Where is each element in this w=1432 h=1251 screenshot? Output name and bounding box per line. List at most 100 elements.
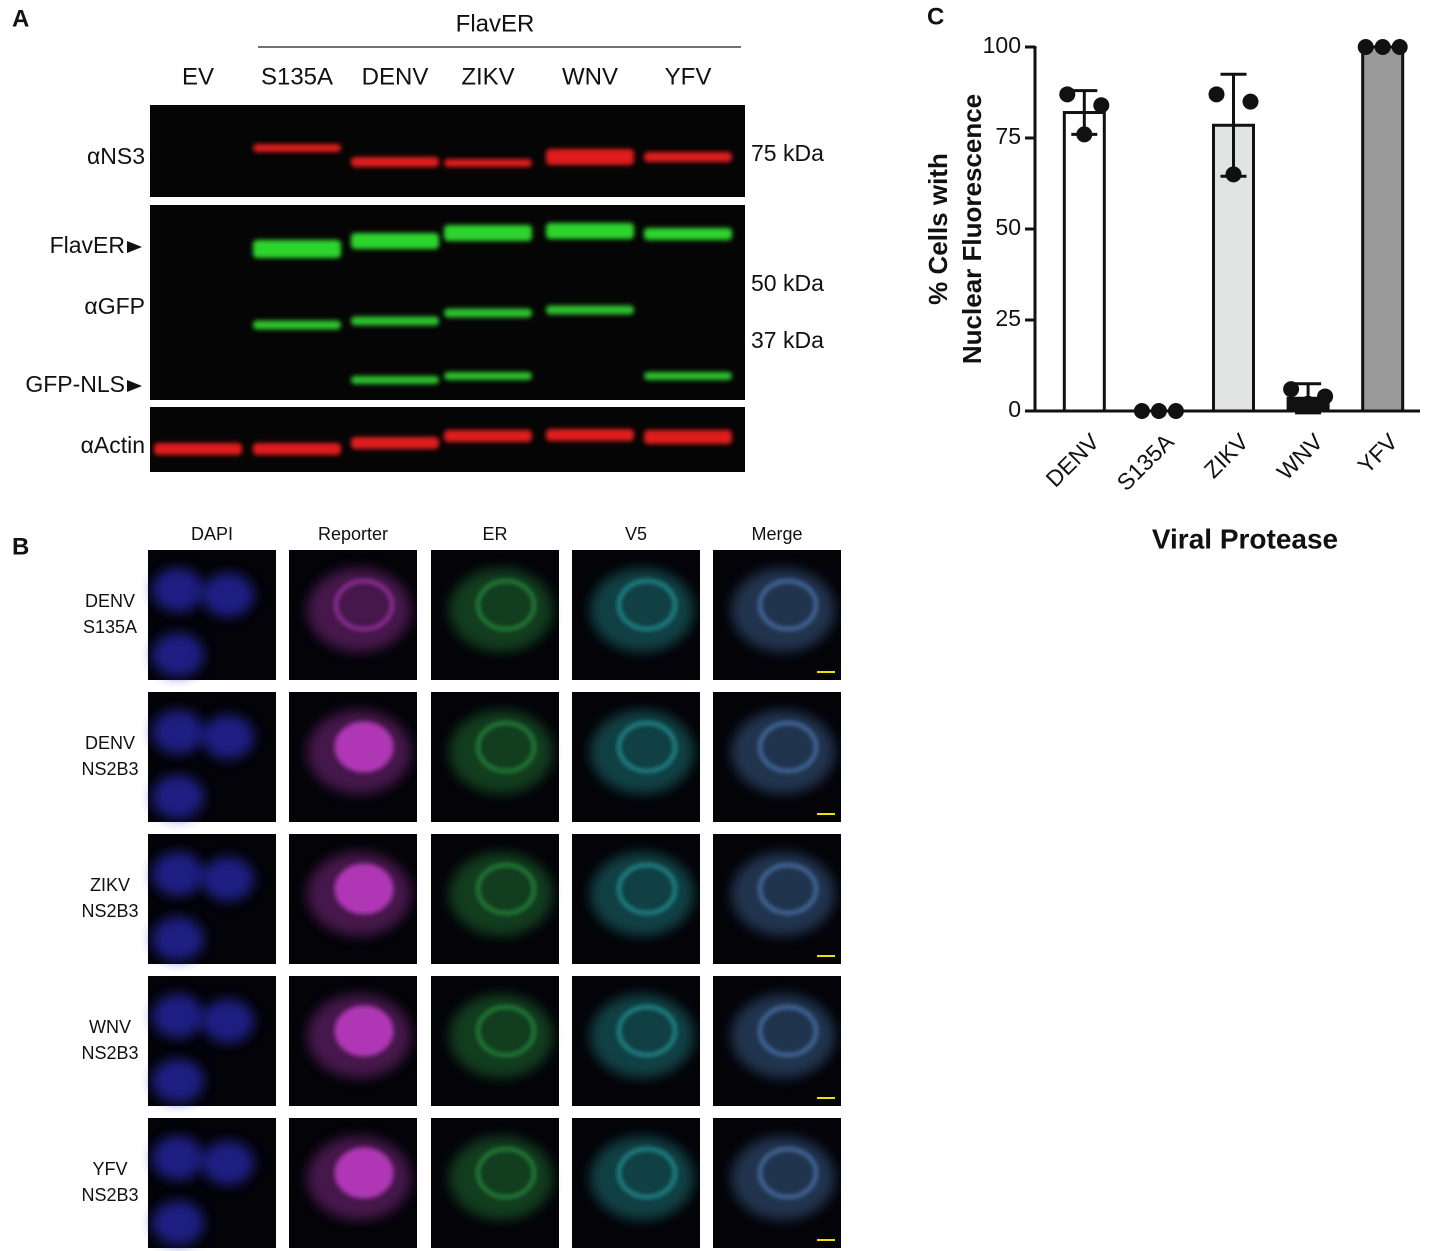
data-point — [1317, 388, 1334, 405]
data-point — [1391, 39, 1408, 55]
blot-panel — [150, 105, 745, 197]
data-point — [1093, 97, 1110, 114]
row-label: NS2B3 — [81, 759, 138, 779]
row-label: DENV — [85, 733, 135, 753]
row-label: DENV — [85, 591, 135, 611]
blot-band — [444, 372, 532, 380]
y-axis-title: Nuclear Fluorescence — [957, 94, 987, 364]
data-point — [1283, 381, 1300, 398]
y-tick-label: 0 — [1008, 396, 1021, 422]
row-label: αGFP — [84, 293, 145, 319]
nucleus — [202, 857, 254, 901]
arrowhead — [127, 241, 142, 253]
size-marker: 37 kDa — [751, 327, 824, 353]
column-label: V5 — [625, 524, 647, 544]
blot-band — [644, 430, 732, 444]
row-label: FlavER — [50, 232, 125, 258]
lane-label: S135A — [261, 63, 333, 90]
lane-label: ZIKV — [461, 63, 514, 90]
blot-band — [154, 443, 242, 455]
row-label: GFP-NLS — [25, 371, 125, 397]
data-point — [1242, 93, 1259, 110]
nucleus — [202, 715, 254, 759]
x-axis-title: Viral Protease — [1152, 523, 1338, 554]
blot-band — [351, 157, 439, 167]
bar — [1062, 111, 1106, 413]
panel-label: C — [927, 3, 944, 30]
row-label: αActin — [81, 432, 145, 458]
column-label: ER — [482, 524, 507, 544]
data-point — [1059, 86, 1076, 103]
row-label: ZIKV — [90, 875, 130, 895]
nucleus — [758, 863, 818, 915]
row-label: NS2B3 — [81, 1043, 138, 1063]
nucleus — [202, 1141, 254, 1185]
data-point — [1300, 395, 1317, 412]
nucleus — [476, 863, 536, 915]
nucleus — [152, 1201, 204, 1245]
data-point — [1167, 403, 1184, 419]
column-label: Merge — [751, 524, 802, 544]
row-label: S135A — [83, 617, 137, 637]
lane-label: EV — [182, 63, 214, 90]
y-tick-label: 50 — [995, 214, 1021, 240]
arrowhead — [127, 380, 142, 392]
bar — [1361, 45, 1405, 413]
x-tick-label: WNV — [1272, 428, 1329, 485]
nucleus — [476, 1147, 536, 1199]
nucleus — [334, 579, 394, 631]
y-tick-label: 25 — [995, 305, 1021, 331]
nucleus — [152, 710, 204, 754]
nucleus — [617, 1147, 677, 1199]
nucleus — [152, 994, 204, 1038]
blot-band — [351, 376, 439, 384]
lane-label: YFV — [665, 63, 712, 90]
row-label: NS2B3 — [81, 1185, 138, 1205]
data-point — [1076, 126, 1093, 143]
data-point — [1133, 403, 1150, 419]
column-label: DAPI — [191, 524, 233, 544]
blot-band — [253, 320, 341, 330]
data-point — [1150, 403, 1167, 419]
blot-band — [644, 372, 732, 380]
nucleus — [202, 999, 254, 1043]
nucleus — [617, 863, 677, 915]
nucleus — [758, 721, 818, 773]
row-label: αNS3 — [87, 143, 145, 169]
blot-band — [644, 228, 732, 240]
nucleus — [617, 721, 677, 773]
nucleus — [758, 1005, 818, 1057]
nucleus — [476, 721, 536, 773]
nucleus — [334, 721, 394, 773]
nucleus — [617, 1005, 677, 1057]
blot-band — [351, 316, 439, 326]
blot-band — [644, 152, 732, 162]
x-tick-label: S135A — [1112, 428, 1180, 496]
nucleus — [617, 579, 677, 631]
nucleus — [152, 633, 204, 677]
nucleus — [152, 775, 204, 819]
blot-band — [444, 159, 532, 167]
lane-label: WNV — [562, 63, 618, 90]
nucleus — [334, 1005, 394, 1057]
blot-band — [253, 144, 341, 152]
size-marker: 50 kDa — [751, 270, 824, 296]
y-axis-title: % Cells with — [923, 153, 953, 305]
blot-band — [351, 437, 439, 449]
nucleus — [152, 852, 204, 896]
nucleus — [152, 1059, 204, 1103]
row-label: WNV — [89, 1017, 131, 1037]
nucleus — [476, 1005, 536, 1057]
lane-label: DENV — [362, 63, 429, 90]
row-label: YFV — [92, 1159, 127, 1179]
x-tick-label: DENV — [1041, 428, 1105, 492]
size-marker: 75 kDa — [751, 140, 824, 166]
data-point — [1225, 166, 1242, 183]
nucleus — [202, 573, 254, 617]
blot-band — [253, 443, 341, 455]
y-tick-label: 100 — [983, 32, 1021, 58]
data-point — [1357, 39, 1374, 55]
nucleus — [152, 917, 204, 961]
